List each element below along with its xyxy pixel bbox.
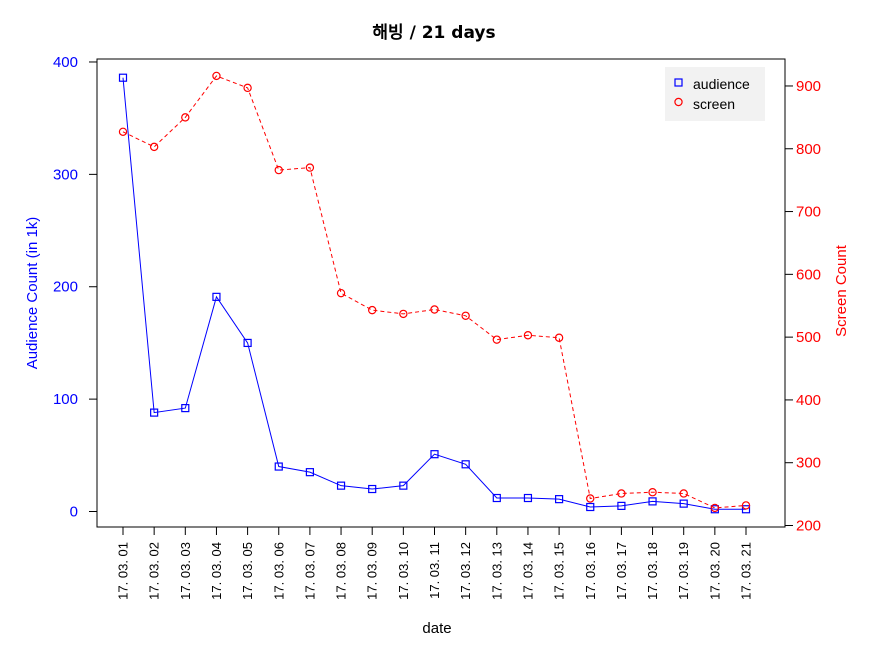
screen-point xyxy=(430,305,439,314)
y-left-tick-label: 300 xyxy=(53,166,78,183)
legend-audience-label: audience xyxy=(693,76,750,92)
screen-point xyxy=(149,142,159,152)
audience-point xyxy=(118,73,128,82)
x-tick-label: 17. 03. 05 xyxy=(240,542,255,600)
x-tick-label: 17. 03. 19 xyxy=(676,542,691,600)
legend-box xyxy=(665,67,765,121)
y-left-tick-label: 100 xyxy=(53,391,78,408)
x-tick-label: 17. 03. 15 xyxy=(552,542,567,600)
screen-point xyxy=(492,335,501,344)
y-left-tick-label: 0 xyxy=(70,504,78,521)
audience-point xyxy=(399,481,408,490)
x-tick-label: 17. 03. 07 xyxy=(302,542,317,600)
audience-point xyxy=(430,450,439,459)
x-tick-label: 17. 03. 17 xyxy=(614,542,629,600)
screen-point xyxy=(243,83,252,93)
x-axis: 17. 03. 01 17. 03. 02 17. 03. 03 17. 03. 04… xyxy=(116,526,754,600)
x-tick-label: 17. 03. 13 xyxy=(489,542,504,600)
audience-point xyxy=(212,292,221,301)
screen-point xyxy=(586,494,595,503)
y-right-tick-label: 200 xyxy=(796,518,821,535)
x-tick-label: 17. 03. 03 xyxy=(178,542,193,600)
screen-point xyxy=(368,305,377,315)
screen-point xyxy=(336,288,346,298)
audience-point xyxy=(586,502,595,512)
y-right-tick-label: 600 xyxy=(796,266,821,283)
audience-point xyxy=(679,499,688,508)
legend-audience-marker xyxy=(674,78,683,87)
x-tick-label: 17. 03. 01 xyxy=(116,542,131,600)
x-tick-label: 17. 03. 16 xyxy=(583,542,598,600)
audience-point xyxy=(523,493,533,503)
screen-point xyxy=(181,113,190,122)
x-tick-label: 17. 03. 04 xyxy=(209,542,224,600)
screen-point xyxy=(399,309,408,319)
x-tick-label: 17. 03. 06 xyxy=(271,542,286,600)
screen-point xyxy=(741,501,751,510)
x-tick-label: 17. 03. 08 xyxy=(334,542,349,600)
screen-point xyxy=(710,503,720,513)
screen-point xyxy=(274,165,283,175)
audience-line xyxy=(122,77,746,510)
y-left-tick-label: 200 xyxy=(53,279,78,296)
y-right-tick-label: 500 xyxy=(796,329,821,346)
audience-point xyxy=(617,501,626,510)
x-tick-label: 17. 03. 11 xyxy=(427,542,442,599)
x-tick-label: 17. 03. 12 xyxy=(458,542,473,600)
audience-point xyxy=(181,404,190,413)
screen-point xyxy=(617,489,626,498)
series-layer xyxy=(118,71,751,514)
y-right-tick-label: 800 xyxy=(796,141,821,158)
x-tick-label: 17. 03. 10 xyxy=(396,542,411,600)
audience-point xyxy=(648,497,657,506)
audience-point xyxy=(243,338,252,348)
chart-title: 해빙 / 21 days xyxy=(372,23,495,43)
x-tick-label: 17. 03. 09 xyxy=(365,542,380,600)
audience-point xyxy=(554,495,564,504)
x-tick-label: 17. 03. 20 xyxy=(707,542,722,600)
audience-point xyxy=(274,462,283,471)
y-right-tick-label: 400 xyxy=(796,392,821,409)
y-right-tick-label: 900 xyxy=(796,78,821,95)
legend-screen-marker xyxy=(674,97,683,107)
screen-point xyxy=(212,71,221,81)
x-tick-label: 17. 03. 02 xyxy=(147,542,162,600)
left-axis: 0 100 200 300 400 xyxy=(53,54,98,521)
audience-point xyxy=(150,408,159,417)
audience-point xyxy=(336,481,346,490)
y-left-tick-label: 400 xyxy=(53,54,78,71)
audience-point xyxy=(368,484,377,494)
screen-point xyxy=(523,331,533,340)
y-right-tick-label: 300 xyxy=(796,455,821,472)
y-right-tick-label: 700 xyxy=(796,204,821,221)
screen-point xyxy=(648,488,657,497)
audience-point xyxy=(492,493,501,503)
screen-point xyxy=(305,163,315,172)
audience-point xyxy=(305,468,314,477)
y-right-axis-label: Screen Count xyxy=(833,244,850,337)
x-tick-label: 17. 03. 18 xyxy=(645,542,660,600)
y-left-axis-label: Audience Count (in 1k) xyxy=(24,217,41,370)
audience-point xyxy=(461,460,470,469)
right-axis: 200 300 400 500 600 700 800 900 xyxy=(784,78,821,535)
legend: audience screen xyxy=(665,67,765,121)
screen-point xyxy=(118,127,128,137)
legend-screen-label: screen xyxy=(693,96,735,112)
screen-point xyxy=(679,489,688,498)
x-tick-label: 17. 03. 14 xyxy=(520,542,535,600)
screen-line xyxy=(122,75,747,509)
x-tick-label: 17. 03. 21 xyxy=(739,542,754,600)
x-axis-label: date xyxy=(422,620,451,637)
screen-point xyxy=(554,333,564,342)
screen-point xyxy=(461,311,470,320)
